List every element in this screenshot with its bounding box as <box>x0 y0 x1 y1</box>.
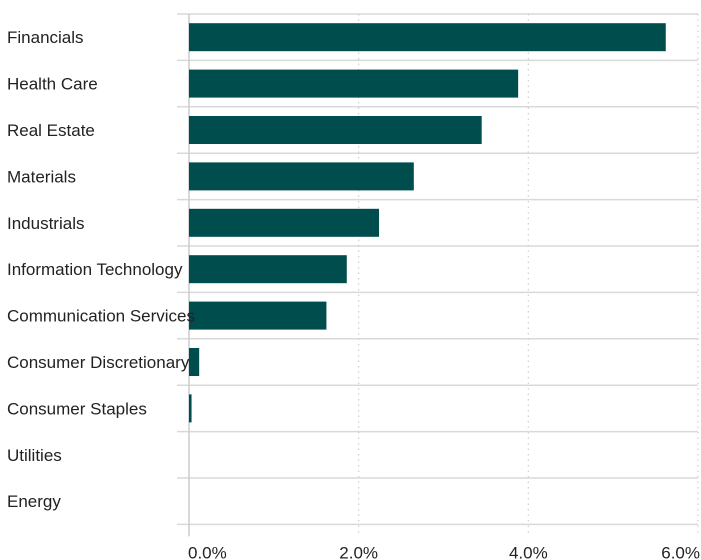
x-tick-label: 2.0% <box>339 543 378 560</box>
category-label: Financials <box>7 28 84 47</box>
category-label: Energy <box>7 492 61 511</box>
bar <box>189 394 192 423</box>
bar <box>189 348 200 376</box>
category-labels: Financials Health Care Real Estate Material… <box>7 28 195 511</box>
category-label: Health Care <box>7 75 98 94</box>
bar <box>189 301 327 330</box>
category-label: Real Estate <box>7 121 95 140</box>
bar <box>189 255 347 284</box>
bars-layer <box>189 23 666 423</box>
bar <box>189 69 519 98</box>
category-label: Industrials <box>7 214 84 233</box>
category-label: Consumer Staples <box>7 399 147 418</box>
category-label: Utilities <box>7 446 62 465</box>
category-label: Materials <box>7 167 76 186</box>
x-axis-tick-labels: 0.0% 2.0% 4.0% 6.0% <box>188 543 700 560</box>
category-label: Consumer Discretionary <box>7 353 190 372</box>
x-tick-label: 0.0% <box>188 543 227 560</box>
category-label: Information Technology <box>7 260 183 279</box>
bar <box>189 208 380 237</box>
category-label: Communication Services <box>7 307 195 326</box>
bar <box>189 116 482 144</box>
x-tick-label: 6.0% <box>661 543 700 560</box>
bar <box>189 23 666 52</box>
x-tick-label: 4.0% <box>509 543 548 560</box>
bar <box>189 162 414 191</box>
